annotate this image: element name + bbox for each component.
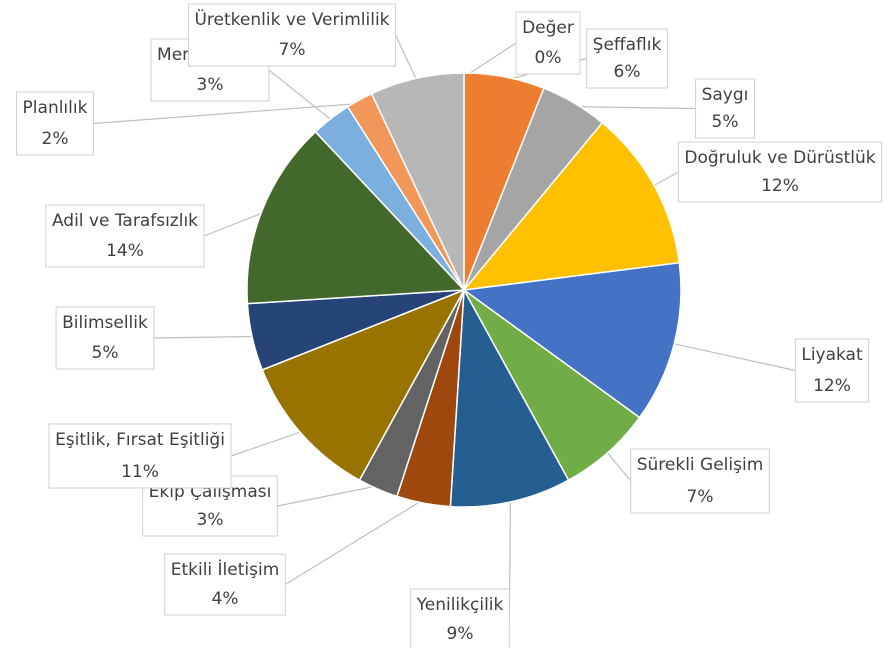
leader-line (463, 42, 517, 78)
label-value: 5% (92, 343, 119, 363)
label-box (695, 78, 755, 139)
label-category: Değer (522, 18, 574, 38)
leader-line (572, 106, 696, 110)
label-box (164, 553, 286, 616)
pie-slice (449, 287, 570, 508)
label-category: Bilimsellik (62, 313, 148, 333)
label-category: Doğruluk ve Dürüstlük (684, 148, 875, 168)
label-value: 5% (712, 112, 739, 132)
label-value: 6% (614, 62, 641, 82)
label-category: Yenilikçilik (416, 595, 504, 615)
label-value: 7% (279, 40, 306, 60)
label-box (630, 448, 770, 514)
label-category: Etkili İletişim (171, 559, 280, 580)
label-value: 2% (42, 129, 69, 149)
data-label: Eşitlik, Fırsat Eşitliği 11% (48, 423, 232, 489)
data-label: Üretkenlik ve Verimlilik 7% (187, 3, 397, 67)
label-category: Sürekli Gelişim (637, 455, 764, 475)
label-category: Üretkenlik ve Verimlilik (194, 8, 389, 30)
data-label: Adil ve Tarafsızlık 14% (45, 204, 205, 268)
label-value: 3% (197, 510, 224, 530)
leader-lines (93, 34, 796, 620)
label-value: 4% (212, 589, 239, 609)
data-label: Etkili İletişim 4% (164, 553, 286, 616)
pie (246, 72, 682, 508)
label-box (48, 423, 232, 489)
leader-line (650, 171, 679, 188)
data-label: Planlılık 2% (16, 91, 94, 156)
pie-slice (462, 261, 682, 419)
label-value: 9% (447, 624, 474, 644)
label-box (55, 306, 155, 370)
data-label: Saygı 5% (695, 78, 755, 139)
label-value: 0% (535, 48, 562, 68)
leader-line (604, 449, 632, 482)
data-label: Sürekli Gelişim 7% (630, 448, 770, 514)
label-box (45, 204, 205, 268)
label-value: 14% (106, 241, 144, 261)
label-box (410, 588, 510, 648)
pie-slice (370, 72, 465, 291)
leader-line (670, 342, 796, 372)
data-label: Yenilikçilik 9% (410, 588, 510, 648)
label-box (794, 338, 870, 403)
label-box (515, 11, 581, 75)
label-category: Saygı (702, 85, 749, 105)
data-label: Liyakat 12% (794, 338, 870, 403)
leader-line (277, 484, 380, 507)
data-label: Şeffaflık 6% (586, 28, 668, 89)
label-value: 12% (761, 176, 799, 196)
label-box (677, 141, 883, 203)
pie-slice (246, 130, 466, 305)
label-category: Şeffaflık (593, 35, 662, 55)
label-box (586, 28, 668, 89)
data-label: Değer 0% (515, 11, 581, 75)
label-value: 11% (121, 462, 159, 482)
leader-line (394, 34, 419, 83)
label-box (187, 3, 397, 67)
leader-line (93, 102, 362, 125)
pie-slice (261, 288, 466, 482)
label-category: Adil ve Tarafsızlık (52, 211, 198, 231)
data-label: Doğruluk ve Dürüstlük 12% (677, 141, 883, 203)
label-value: 7% (687, 487, 714, 507)
leader-line (268, 69, 334, 123)
leader-line (230, 430, 305, 457)
data-labels: Değer 0% Şeffaflık 6% Saygı 5% Doğruluk ve Dür… (16, 3, 883, 648)
pie-slice (462, 121, 681, 291)
label-category: Eşitlik, Fırsat Eşitliği (55, 430, 225, 450)
label-category: Liyakat (801, 345, 863, 365)
data-label: Bilimsellik 5% (55, 306, 155, 370)
leader-line (153, 335, 257, 339)
label-value: 12% (813, 376, 851, 396)
label-box (16, 91, 94, 156)
label-category: Planlılık (23, 98, 88, 118)
leader-line (284, 498, 425, 586)
label-value: 3% (197, 75, 224, 95)
leader-line (203, 211, 267, 237)
